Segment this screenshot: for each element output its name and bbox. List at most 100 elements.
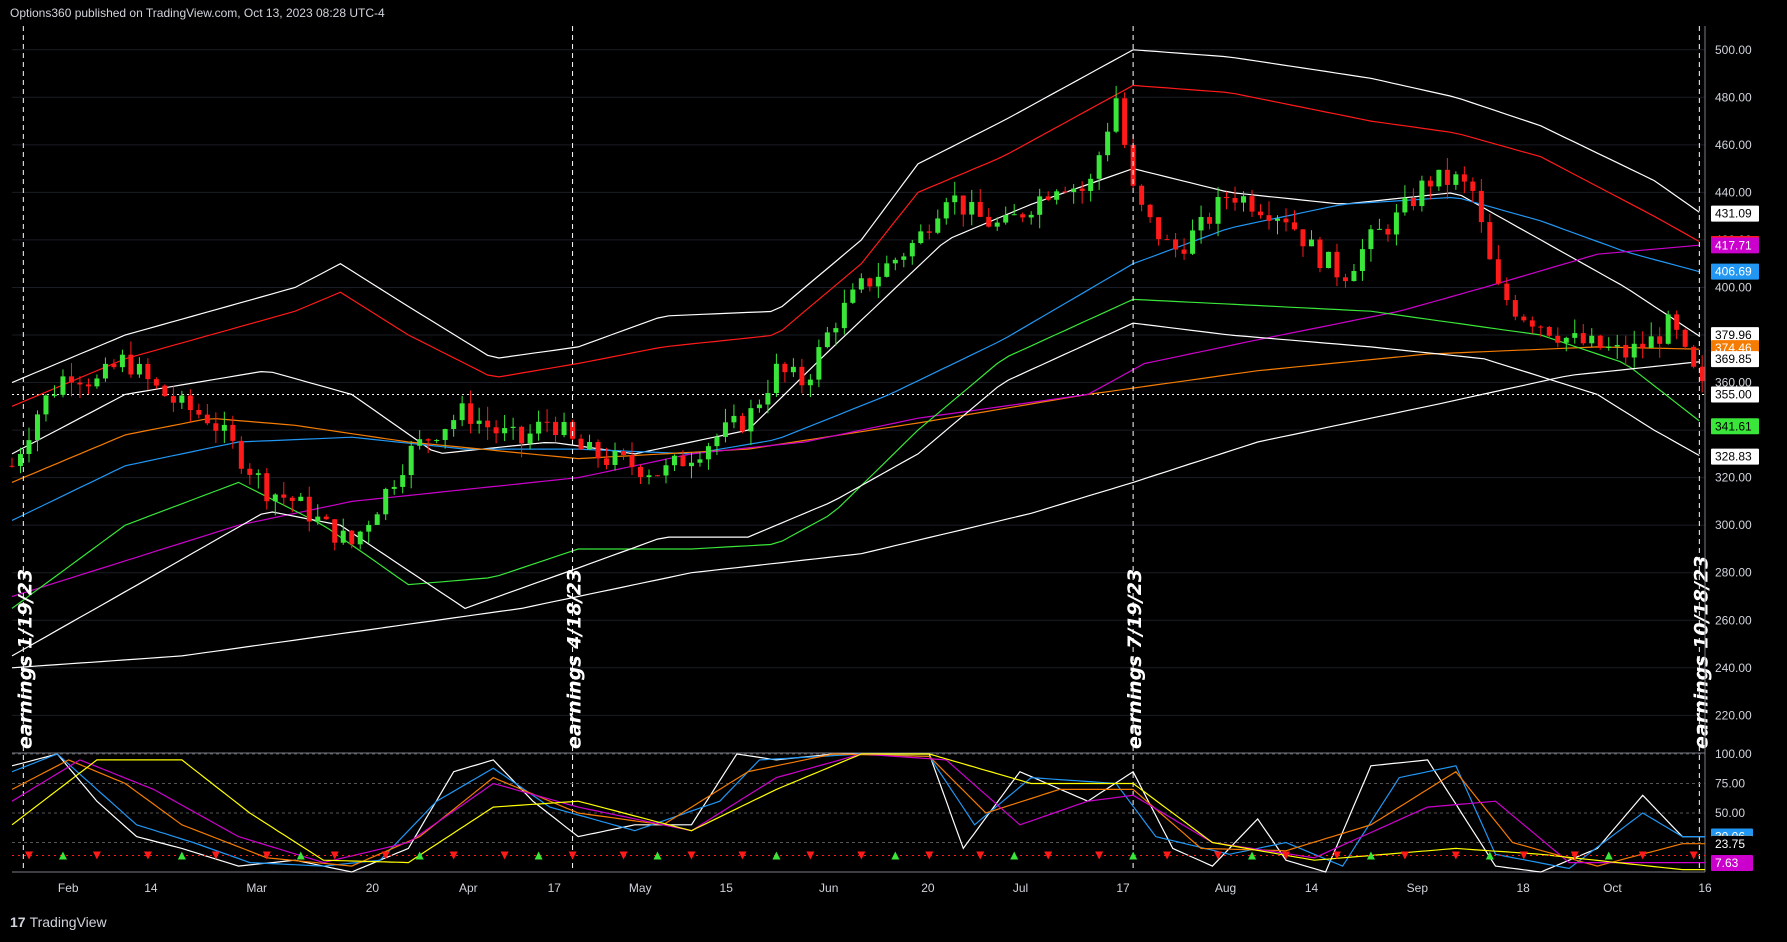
candle-body [1563,337,1569,343]
candle-body [799,366,805,386]
candle-body [1088,178,1094,191]
time-tick-label: 20 [921,881,935,895]
earnings-label: earnings 4/18/23 [564,569,586,749]
price-chart[interactable]: earnings 1/19/23 earnings 4/18/23 earnings… [0,26,1787,906]
signal-down-marker [1519,851,1528,860]
candle-body [1410,197,1416,207]
candle-body [1674,314,1680,330]
candle-body [391,486,397,489]
signal-up-marker [653,851,662,860]
candle-body [1258,211,1264,216]
candle-body [1198,216,1204,231]
candle-body [977,202,983,217]
candle-body [1453,174,1459,185]
signal-down-marker [1332,851,1341,860]
candle-body [773,363,779,394]
earnings-label: earnings 7/19/23 [1124,569,1146,749]
candle-body [1215,197,1221,224]
candle-body [570,422,576,439]
candle-body [213,423,219,431]
candle-body [858,278,864,290]
candle-body [595,441,601,459]
candle-body [1461,174,1467,182]
time-tick-label: 16 [1698,881,1712,895]
time-tick-label: Feb [58,881,79,895]
candle-body [493,427,499,434]
candle-body [349,530,355,545]
candle-body [1334,251,1340,278]
signal-down-marker [330,851,339,860]
candle-body [884,263,890,277]
candle-body [442,429,448,441]
candles [9,85,1705,551]
signal-up-marker [534,851,543,860]
candle-body [604,458,610,465]
time-axis[interactable]: Feb 14 Mar 20 Apr 17 May 15 Jun 20 Jul 17 Aug 14 Sep 18… [58,881,1712,895]
candle-body [1657,336,1663,344]
candle-body [1011,214,1017,216]
candle-body [782,363,788,373]
candle-body [1478,190,1484,223]
overlay-mid-white-upper [11,167,1700,455]
osc-label-text: 7.63 [1715,856,1739,870]
signal-down-marker [1044,851,1053,860]
signal-up-marker [296,851,305,860]
signal-down-marker [925,851,934,860]
candle-body [1419,180,1425,207]
candle-body [468,403,474,424]
time-tick-label: Aug [1215,881,1236,895]
candle-body [1147,204,1153,218]
time-tick-label: Oct [1603,881,1622,895]
candle-body [1249,196,1255,212]
candle-body [1555,335,1561,343]
candle-body [298,496,304,501]
signal-up-marker [1485,851,1494,860]
candle-body [289,497,295,501]
candle-body [145,363,151,380]
earnings-markers: earnings 1/19/23 earnings 4/18/23 earnings… [14,26,1712,872]
candle-body [264,473,270,502]
candle-body [238,440,244,469]
candle-body [833,328,839,333]
time-tick-label: 17 [548,881,562,895]
signal-up-marker [1604,851,1613,860]
overlay-mid-white-lower [11,322,1700,657]
candle-body [400,475,406,487]
candle-body [1156,217,1162,240]
candle-body [247,468,253,475]
candle-body [697,459,703,463]
candle-body [1487,222,1493,260]
candle-body [1351,271,1357,282]
candle-body [1359,249,1365,272]
candle-body [1682,329,1688,347]
price-tick-label: 400.00 [1715,280,1752,294]
candle-body [9,465,15,467]
signal-up-marker [58,851,67,860]
candle-body [1665,314,1671,344]
candle-body [969,202,975,215]
candle-body [315,516,321,522]
candle-body [1699,366,1705,382]
candle-body [51,394,57,396]
candle-body [935,218,941,233]
signal-down-marker [738,851,747,860]
candle-body [1037,196,1043,215]
signal-down-marker [568,851,577,860]
time-tick-label: Sep [1407,881,1429,895]
price-label-box [1711,205,1759,222]
signal-down-marker [381,851,390,860]
candle-body [1393,212,1399,235]
candle-body [561,422,567,436]
candle-body [1402,197,1408,213]
tv-logo-icon: 17 [10,914,26,930]
candle-body [1436,169,1442,187]
overlay-ma-magenta [11,244,1700,598]
candle-body [1691,346,1697,367]
candle-body [1580,333,1586,344]
candle-body [621,451,627,456]
candle-body [170,396,176,403]
signal-down-marker [143,851,152,860]
tradingview-logo[interactable]: 17 TradingView [10,914,107,930]
candle-body [926,231,932,233]
